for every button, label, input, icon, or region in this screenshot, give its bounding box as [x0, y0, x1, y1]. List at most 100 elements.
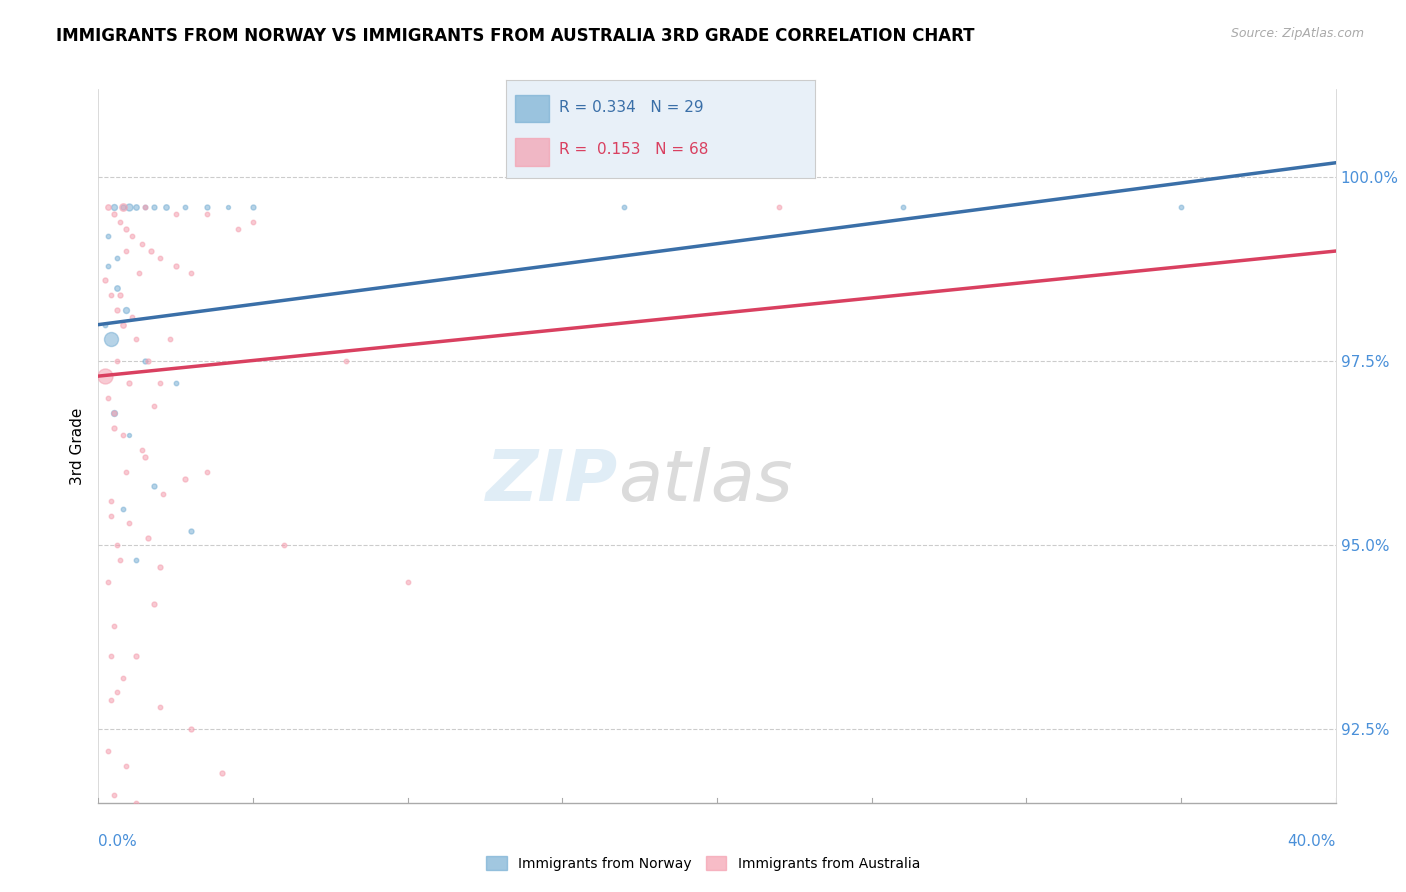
Point [165, 259, 187, 273]
Point [100, 494, 122, 508]
Text: Source: ZipAtlas.com: Source: ZipAtlas.com [1230, 27, 1364, 40]
Point [118, 516, 141, 531]
Point [112, 200, 135, 214]
Point [118, 376, 141, 391]
Point [174, 472, 197, 486]
Point [105, 354, 128, 368]
Text: ZIP: ZIP [486, 447, 619, 516]
Point [136, 354, 159, 368]
Point [97, 744, 120, 758]
Point [97, 200, 120, 214]
Point [115, 302, 138, 317]
Point [105, 685, 128, 699]
Point [112, 501, 135, 516]
Point [103, 200, 125, 214]
Point [115, 222, 138, 236]
Point [112, 200, 135, 214]
Point [139, 244, 162, 258]
Point [103, 619, 125, 633]
Point [97, 575, 120, 590]
Point [103, 420, 125, 434]
Point [180, 266, 202, 280]
Point [149, 376, 172, 391]
Point [103, 207, 125, 221]
Point [136, 531, 159, 545]
FancyBboxPatch shape [516, 138, 550, 166]
Point [180, 524, 202, 538]
Point [159, 332, 181, 346]
Point [103, 406, 125, 420]
Point [211, 766, 233, 780]
Point [100, 648, 122, 663]
Point [155, 200, 177, 214]
Point [115, 759, 138, 773]
Point [396, 575, 419, 590]
Point [242, 200, 264, 214]
Point [180, 723, 202, 737]
Point [143, 200, 166, 214]
Point [217, 200, 239, 214]
Point [103, 789, 125, 803]
Point [124, 796, 146, 810]
Point [242, 214, 264, 228]
Point [112, 671, 135, 685]
FancyBboxPatch shape [516, 95, 550, 122]
Point [108, 288, 131, 302]
Point [121, 229, 143, 244]
Point [108, 553, 131, 567]
Point [195, 465, 218, 479]
Text: R = 0.334   N = 29: R = 0.334 N = 29 [558, 100, 703, 115]
Point [121, 310, 143, 325]
Point [613, 200, 636, 214]
Point [134, 354, 156, 368]
Point [124, 648, 146, 663]
Point [112, 428, 135, 442]
Point [115, 465, 138, 479]
Point [97, 391, 120, 405]
Point [149, 700, 172, 714]
Point [100, 693, 122, 707]
Point [134, 450, 156, 464]
Point [134, 200, 156, 214]
Point [143, 597, 166, 611]
Point [97, 229, 120, 244]
Point [115, 244, 138, 258]
Point [124, 332, 146, 346]
Point [105, 538, 128, 552]
Point [891, 200, 914, 214]
Point [134, 200, 156, 214]
Text: 0.0%: 0.0% [98, 834, 138, 849]
Point [105, 281, 128, 295]
Point [105, 252, 128, 266]
Point [131, 236, 153, 251]
Point [93, 318, 115, 332]
Text: IMMIGRANTS FROM NORWAY VS IMMIGRANTS FROM AUSTRALIA 3RD GRADE CORRELATION CHART: IMMIGRANTS FROM NORWAY VS IMMIGRANTS FRO… [56, 27, 974, 45]
Point [165, 207, 187, 221]
Legend: Immigrants from Norway, Immigrants from Australia: Immigrants from Norway, Immigrants from … [481, 850, 925, 876]
Point [124, 200, 146, 214]
Point [100, 508, 122, 523]
Point [152, 487, 174, 501]
Point [149, 560, 172, 574]
Point [105, 302, 128, 317]
Text: 40.0%: 40.0% [1288, 834, 1336, 849]
Point [128, 266, 150, 280]
Point [118, 428, 141, 442]
Point [195, 207, 218, 221]
Text: R =  0.153   N = 68: R = 0.153 N = 68 [558, 143, 709, 158]
Point [108, 214, 131, 228]
Point [131, 442, 153, 457]
Point [226, 222, 249, 236]
Y-axis label: 3rd Grade: 3rd Grade [69, 408, 84, 484]
Point [174, 200, 197, 214]
Point [149, 252, 172, 266]
Point [93, 273, 115, 287]
Point [335, 354, 357, 368]
Point [112, 318, 135, 332]
Point [1170, 200, 1192, 214]
Point [97, 259, 120, 273]
Point [273, 538, 295, 552]
Point [93, 369, 115, 384]
Point [100, 332, 122, 346]
Point [165, 376, 187, 391]
